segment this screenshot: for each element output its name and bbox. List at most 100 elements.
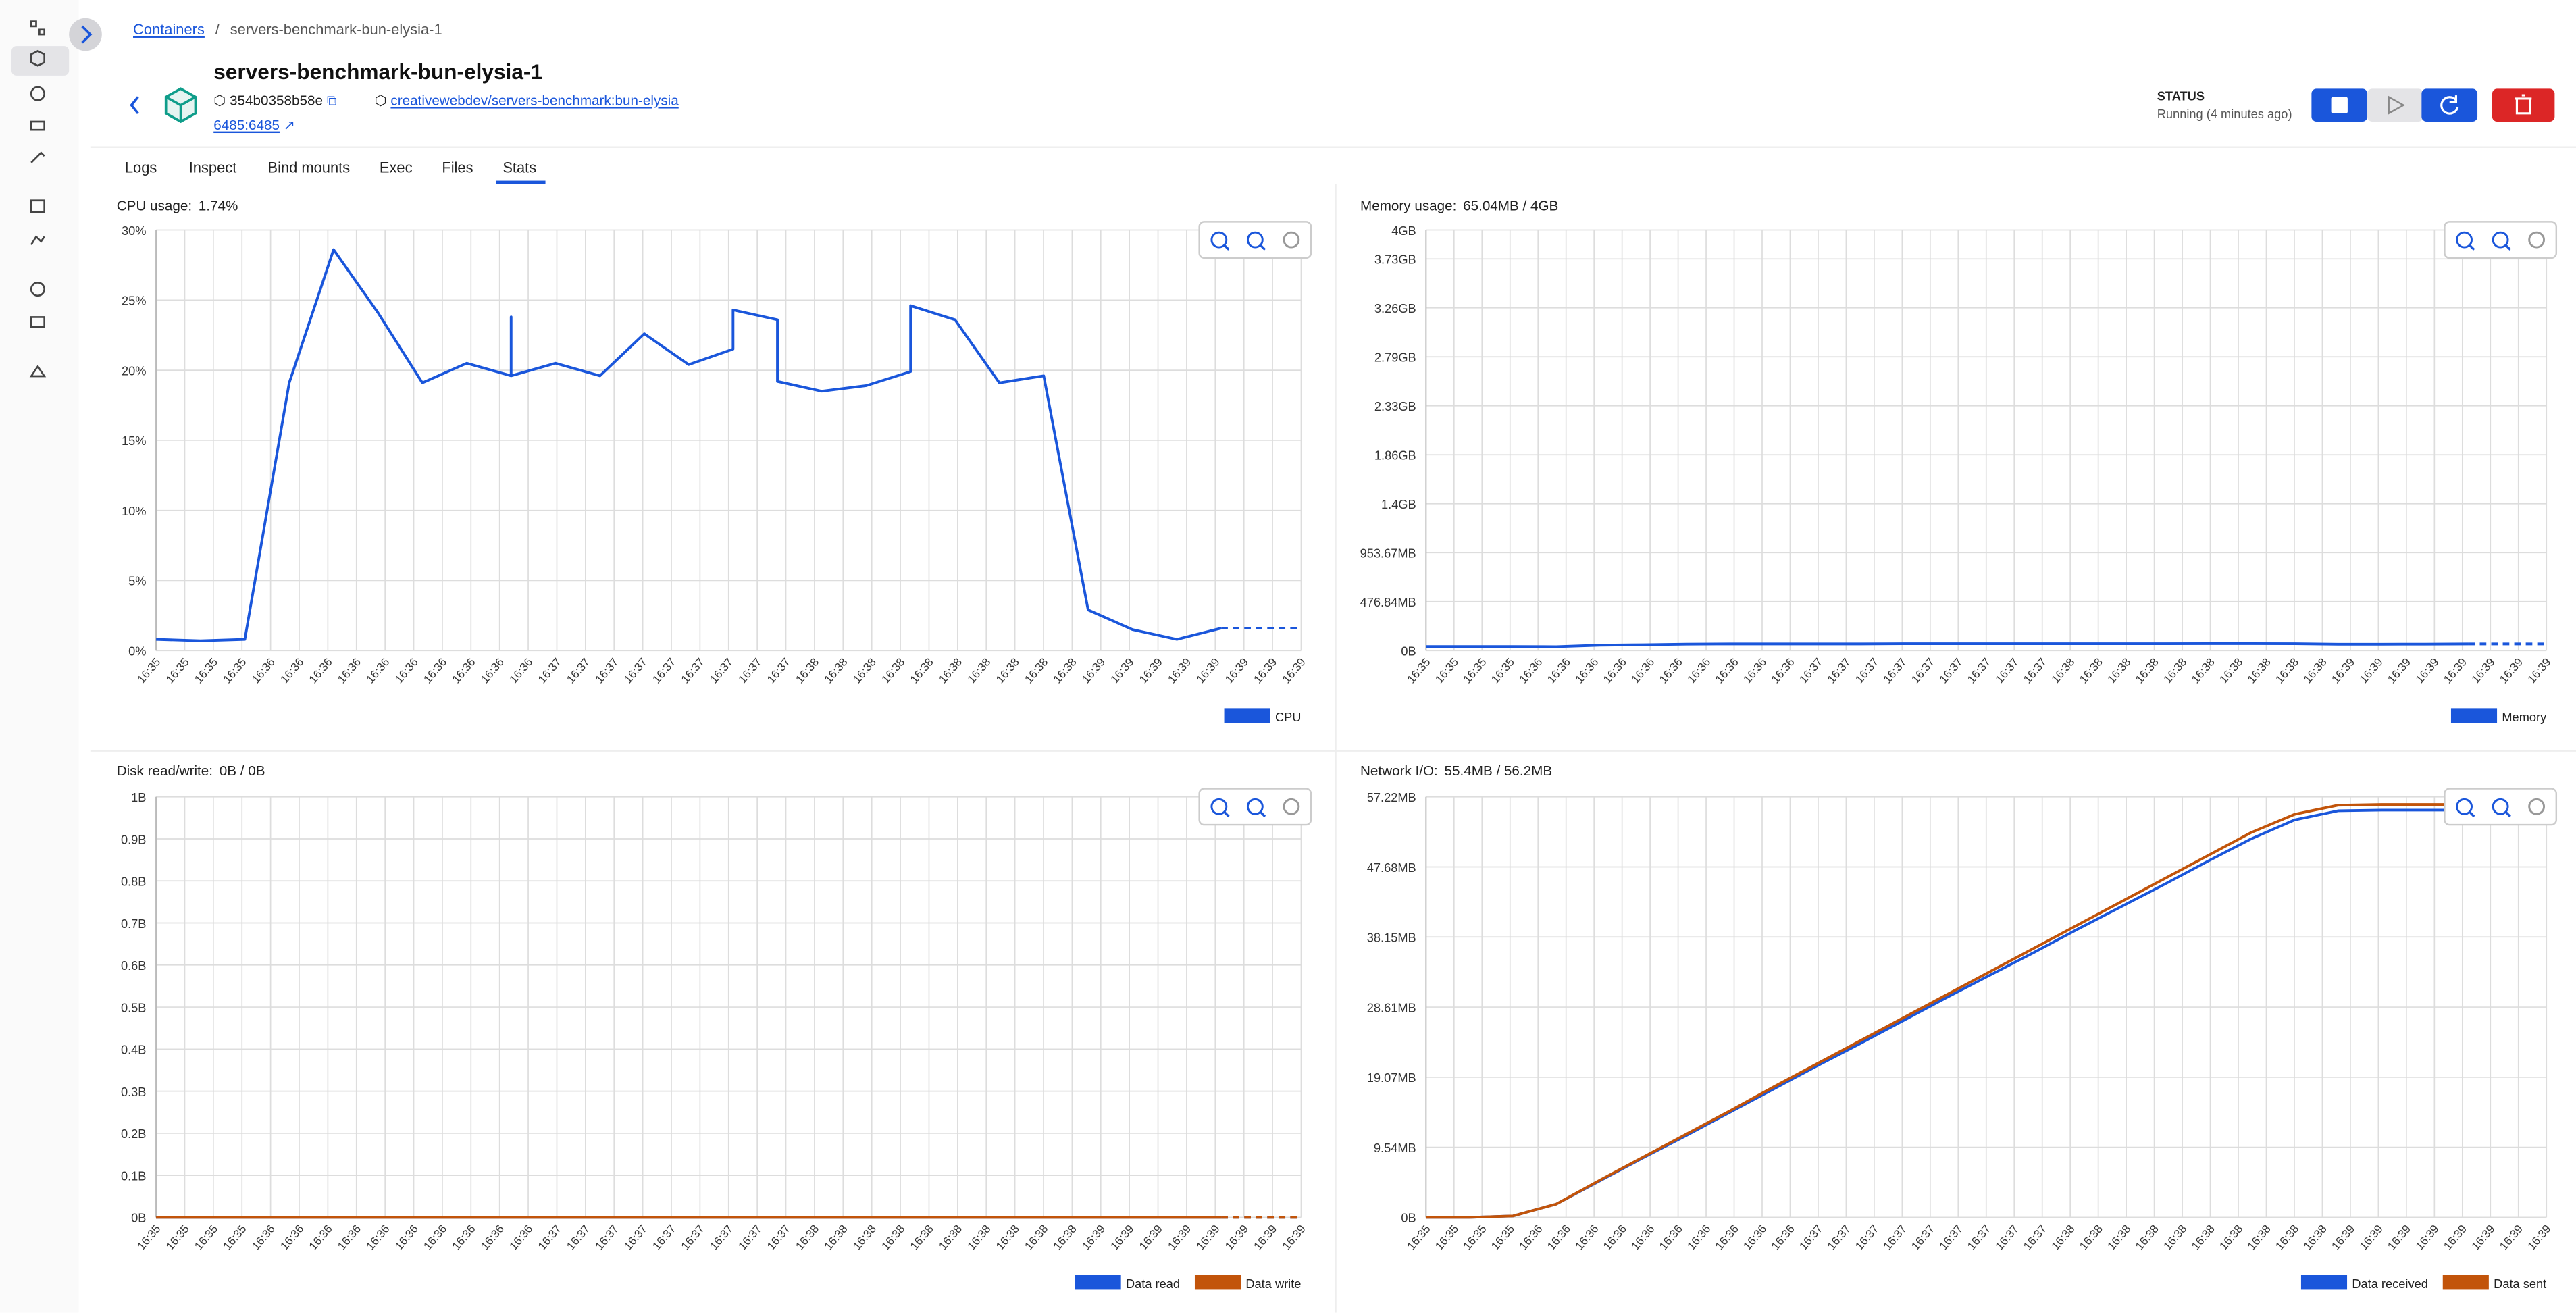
x-tick-label: 16:35 xyxy=(163,656,192,686)
y-tick-label: 3.26GB xyxy=(1374,301,1416,315)
y-tick-label: 5% xyxy=(128,574,146,588)
y-tick-label: 0.9B xyxy=(121,832,147,846)
x-tick-label: 16:37 xyxy=(1965,656,1993,686)
legend-label: Data sent xyxy=(2494,1277,2546,1291)
x-tick-label: 16:39 xyxy=(1165,1222,1193,1253)
zoom-in[interactable] xyxy=(2456,231,2473,249)
image-link[interactable]: creativewebdev/servers-benchmark:bun-ely… xyxy=(390,92,679,109)
x-tick-label: 16:38 xyxy=(1022,656,1050,686)
x-tick-label: 16:38 xyxy=(936,1222,964,1253)
zoom-controls xyxy=(1198,788,1312,826)
x-tick-label: 16:37 xyxy=(765,656,793,686)
x-tick-label: 16:35 xyxy=(192,1222,220,1253)
x-tick-label: 16:35 xyxy=(1433,1222,1461,1253)
expand-button[interactable] xyxy=(68,16,107,55)
tab[interactable]: Exec xyxy=(379,159,413,176)
x-tick-label: 16:36 xyxy=(478,1222,507,1253)
y-tick-label: 0.5B xyxy=(121,1000,147,1014)
x-tick-label: 16:37 xyxy=(679,656,707,686)
x-tick-label: 16:38 xyxy=(793,656,821,686)
x-tick-label: 16:35 xyxy=(1489,656,1517,686)
x-tick-label: 16:37 xyxy=(1993,1222,2021,1253)
reset-zoom[interactable] xyxy=(1283,231,1300,249)
x-tick-label: 16:35 xyxy=(1489,1222,1517,1253)
y-tick-label: 25% xyxy=(122,294,146,308)
x-tick-label: 16:38 xyxy=(965,656,994,686)
x-tick-label: 16:37 xyxy=(650,1222,678,1253)
zoom-in[interactable] xyxy=(1210,798,1228,815)
breadcrumb-link[interactable]: Containers xyxy=(133,21,205,38)
reset-zoom[interactable] xyxy=(1283,798,1300,815)
port-link[interactable]: 6485:6485 xyxy=(213,116,280,134)
x-tick-label: 16:35 xyxy=(135,656,163,686)
zoom-in[interactable] xyxy=(1210,231,1228,249)
y-tick-label: 0.6B xyxy=(121,958,147,973)
series-line xyxy=(1426,808,2469,1219)
x-tick-label: 16:38 xyxy=(2217,1222,2245,1253)
y-tick-label: 28.61MB xyxy=(1367,1000,1416,1014)
x-tick-label: 16:36 xyxy=(278,1222,306,1253)
x-tick-label: 16:36 xyxy=(392,1222,421,1253)
reset-zoom[interactable] xyxy=(2528,798,2546,815)
x-tick-label: 16:38 xyxy=(2189,1222,2217,1253)
zoom-out[interactable] xyxy=(2492,798,2509,815)
chart-current: 55.4MB / 56.2MB xyxy=(1445,763,1553,779)
x-tick-label: 16:35 xyxy=(221,656,249,686)
x-tick-label: 16:37 xyxy=(1965,1222,1993,1253)
tab[interactable]: Files xyxy=(442,159,473,176)
x-tick-label: 16:38 xyxy=(2301,656,2329,686)
x-tick-label: 16:39 xyxy=(1079,1222,1108,1253)
x-tick-label: 16:39 xyxy=(1108,1222,1137,1253)
zoom-out-handle xyxy=(1260,244,1266,251)
y-tick-label: 0B xyxy=(1401,644,1416,659)
zoom-controls xyxy=(2444,221,2558,259)
back-button[interactable] xyxy=(125,94,145,117)
x-tick-label: 16:37 xyxy=(1825,1222,1853,1253)
x-tick-label: 16:36 xyxy=(335,1222,363,1253)
x-tick-label: 16:37 xyxy=(1937,1222,1965,1253)
x-tick-label: 16:36 xyxy=(421,1222,449,1253)
x-tick-label: 16:36 xyxy=(392,656,421,686)
legend-swatch xyxy=(1224,708,1270,723)
delete-button[interactable] xyxy=(2492,88,2555,122)
x-tick-label: 16:37 xyxy=(765,1222,793,1253)
x-tick-label: 16:39 xyxy=(2497,1222,2525,1253)
x-tick-label: 16:37 xyxy=(2021,1222,2049,1253)
tab-active[interactable]: Stats xyxy=(503,159,537,176)
x-tick-label: 16:37 xyxy=(707,656,736,686)
tab[interactable]: Inspect xyxy=(188,159,237,176)
zoom-out[interactable] xyxy=(1246,798,1264,815)
x-tick-label: 16:37 xyxy=(2021,656,2049,686)
chart-title: Network I/O: xyxy=(1360,763,1438,779)
zoom-out[interactable] xyxy=(1246,231,1264,249)
x-tick-label: 16:36 xyxy=(1684,1222,1713,1253)
restart-button[interactable] xyxy=(2421,88,2478,122)
stop-button[interactable] xyxy=(2311,88,2368,122)
x-tick-label: 16:36 xyxy=(1545,1222,1573,1253)
tab[interactable]: Logs xyxy=(124,159,157,176)
y-tick-label: 57.22MB xyxy=(1367,790,1416,804)
breadcrumb-current: servers-benchmark-bun-elysia-1 xyxy=(230,21,442,38)
x-tick-label: 16:35 xyxy=(1433,656,1461,686)
x-tick-label: 16:37 xyxy=(679,1222,707,1253)
series-line xyxy=(156,248,1222,642)
y-tick-label: 3.73GB xyxy=(1374,253,1416,267)
x-tick-label: 16:37 xyxy=(593,1222,621,1253)
series-line xyxy=(1426,642,2469,648)
start-button[interactable] xyxy=(2367,88,2423,122)
x-tick-label: 16:37 xyxy=(1853,656,1881,686)
x-tick-label: 16:39 xyxy=(1137,656,1165,686)
y-tick-label: 2.79GB xyxy=(1374,351,1416,365)
legend-swatch xyxy=(2300,1275,2348,1290)
zoom-in[interactable] xyxy=(2456,798,2473,815)
y-tick-label: 1.4GB xyxy=(1381,497,1416,511)
zoom-in-handle xyxy=(1223,244,1230,251)
reset-zoom[interactable] xyxy=(2528,231,2546,249)
x-tick-label: 16:38 xyxy=(822,1222,850,1253)
x-tick-label: 16:38 xyxy=(2049,656,2078,686)
tab[interactable]: Bind mounts xyxy=(267,159,351,176)
x-tick-label: 16:39 xyxy=(2525,1222,2554,1253)
zoom-in-handle xyxy=(1223,811,1230,818)
zoom-out[interactable] xyxy=(2492,231,2509,249)
